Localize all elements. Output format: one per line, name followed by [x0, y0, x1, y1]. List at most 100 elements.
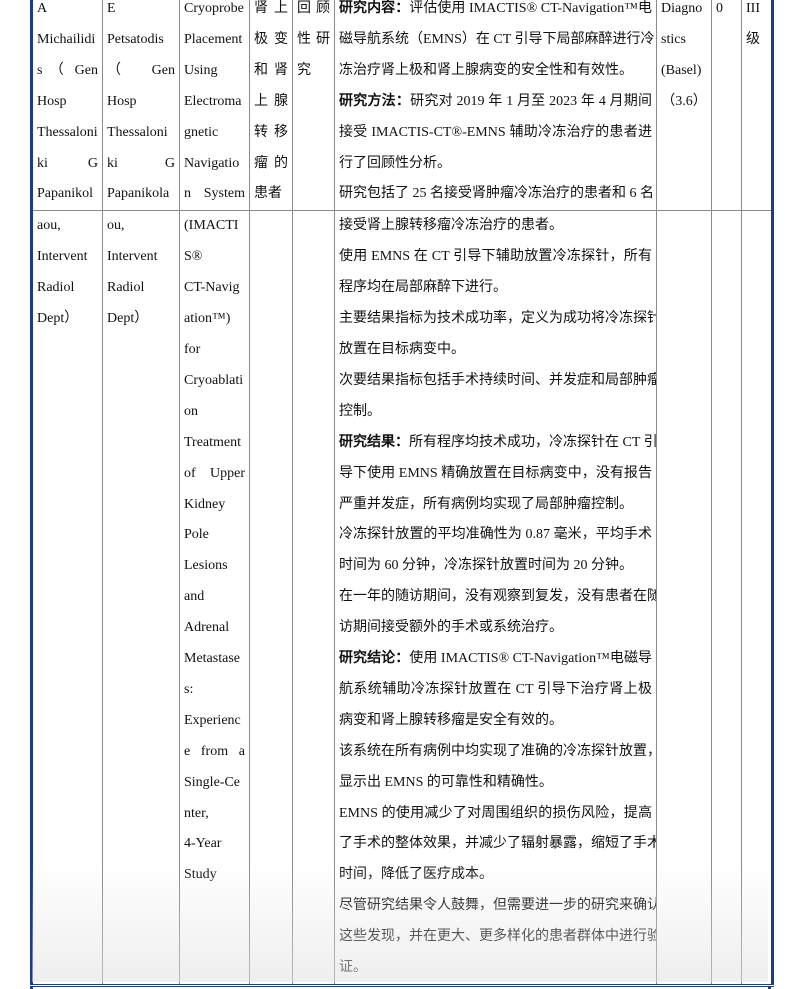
- text-line: 行了回顾性分析。: [339, 149, 652, 180]
- line-text: Using: [184, 62, 218, 78]
- text-line: 接受肾上腺转移瘤冷冻治疗的患者。: [339, 212, 652, 242]
- section-label: 研究结论：: [339, 651, 410, 667]
- text-line: 时间为 60 分钟，冷冻探针放置时间为 20 分钟。: [339, 551, 652, 582]
- line-text: stics: [661, 31, 686, 47]
- line-text: 使用 EMNS 在 CT 引导下辅助放置冷冻探针，所有: [339, 249, 652, 265]
- text-line: ou,: [107, 212, 175, 242]
- text-line: 研究结论：使用 IMACTIS® CT-Navigation™电磁导: [339, 644, 652, 675]
- line-text: ation™): [184, 311, 231, 327]
- line-text: (IMACTI: [184, 218, 239, 234]
- text-line: Study: [184, 860, 245, 891]
- line-text: Placement: [184, 31, 243, 47]
- text-line: Thessaloni: [37, 118, 98, 149]
- line-text: 证。: [339, 960, 367, 976]
- text-line: 时间，降低了医疗成本。: [339, 860, 652, 891]
- line-text: 转移: [254, 124, 288, 140]
- line-text: Thessaloni: [107, 124, 168, 140]
- text-line: 4-Year: [184, 829, 245, 860]
- text-line: S®: [184, 242, 245, 273]
- section-label: 研究结果：: [339, 434, 409, 450]
- text-line: Treatment: [184, 428, 245, 459]
- text-line: of Upper: [184, 459, 245, 490]
- line-text: 上腺: [254, 93, 288, 109]
- text-line: nter,: [184, 799, 245, 830]
- line-text: 接受 IMACTIS-CT®-EMNS 辅助冷冻治疗的患者进: [339, 124, 652, 140]
- text-line: Thessaloni: [107, 118, 175, 149]
- text-line: EMNS 的使用减少了对周围组织的损伤风险，提高: [339, 799, 652, 830]
- line-text: Kidney: [184, 496, 226, 512]
- line-text: 接受肾上腺转移瘤冷冻治疗的患者。: [339, 218, 563, 234]
- text-line: Radiol: [107, 273, 175, 304]
- line-text: III: [746, 1, 760, 16]
- design-cell: 回顾 性研究: [292, 0, 335, 212]
- line-text: ou,: [107, 218, 125, 234]
- text-line: A: [37, 0, 98, 25]
- line-text: 病变和肾上腺转移瘤是安全有效的。: [339, 712, 563, 728]
- line-text: EMNS 的使用减少了对周围组织的损伤风险，提高: [339, 805, 652, 821]
- text-line: 这些发现，并在更大、更多样化的患者群体中进行验: [339, 922, 656, 953]
- line-text: nter,: [184, 805, 209, 821]
- line-text: s:: [184, 681, 194, 697]
- text-line: （3.6）: [661, 87, 707, 118]
- text-line: 极变: [254, 25, 288, 56]
- text-line: 了手术的整体效果，并减少了辐射暴露，缩短了手术: [339, 829, 656, 860]
- level-cell: [741, 210, 774, 987]
- line-text: 时间为 60 分钟，冷冻探针放置时间为 20 分钟。: [339, 558, 633, 574]
- line-text: Treatment: [184, 434, 242, 450]
- line-text: 冷冻探针放置的平均准确性为 0.87 毫米，平均手术: [339, 527, 652, 543]
- section-label: 研究方法：: [339, 93, 411, 109]
- line-text: Metastase: [184, 651, 240, 667]
- text-line: 访期间接受额外的手术或系统治疗。: [339, 613, 652, 644]
- text-line: 究: [297, 56, 330, 87]
- text-line: 该系统在所有病例中均实现了准确的冷冻探针放置，: [339, 737, 656, 768]
- line-text: 该系统在所有病例中均实现了准确的冷冻探针放置，: [339, 743, 657, 759]
- text-line: n System: [184, 179, 245, 209]
- text-line: 磁导航系统（EMNS）在 CT 引导下局部麻醉进行冷: [339, 25, 655, 56]
- text-line: 研究包括了 25 名接受肾肿瘤冷冻治疗的患者和 6 名: [339, 179, 654, 209]
- next-row-edge: [30, 986, 771, 989]
- line-text: Experienc: [184, 712, 241, 728]
- score-cell: [711, 210, 742, 987]
- text-line: (IMACTI: [184, 212, 245, 242]
- text-line: Papanikola: [107, 179, 175, 209]
- line-text: Diagno: [661, 1, 703, 16]
- line-text: Electroma: [184, 93, 242, 109]
- line-text: 0: [716, 1, 723, 16]
- text-line: Cryoablati: [184, 366, 245, 397]
- line-text: 性研: [297, 31, 330, 47]
- author2-cell: E Petsatodis （ Gen Hosp Thessaloni ki G Papani…: [102, 0, 180, 212]
- text-line: （ Gen: [107, 56, 175, 87]
- line-text: Cryoprobe: [184, 1, 244, 16]
- line-text: gnetic: [184, 124, 219, 140]
- title-cell: Cryoprobe Placement Using Electroma gnetic Na…: [179, 0, 250, 212]
- line-text: 和肾: [254, 62, 288, 78]
- literature-table: A Michailidi s （ Gen Hosp Thessaloni ki G Papa…: [30, 0, 774, 987]
- line-text: 磁导航系统（EMNS）在 CT 引导下局部麻醉进行冷: [339, 31, 655, 47]
- line-text: Single-Ce: [184, 774, 240, 790]
- line-text: 使用 IMACTIS® CT-Navigation™电磁导: [409, 651, 653, 667]
- text-line: ation™): [184, 304, 245, 335]
- text-line: 0: [716, 0, 737, 25]
- line-text: 研究包括了 25 名接受肾肿瘤冷冻治疗的患者和 6 名: [339, 186, 654, 202]
- line-text: 行了回顾性分析。: [339, 155, 451, 171]
- text-line: 转移: [254, 118, 288, 149]
- text-line: Michailidi: [37, 25, 98, 56]
- line-text: for: [184, 341, 201, 357]
- line-text: Radiol: [107, 280, 145, 296]
- line-text: S®: [184, 249, 203, 265]
- line-text: 究: [297, 62, 311, 78]
- line-text: 研究对 2019 年 1 月至 2023 年 4 月期间: [410, 93, 653, 109]
- line-text: 航系统辅助冷冻探针放置在 CT 引导下治疗肾上极: [339, 681, 652, 697]
- text-line: Placement: [184, 25, 245, 56]
- text-line: ki G: [107, 149, 175, 180]
- line-text: Michailidi: [37, 31, 96, 47]
- journal-cell: [656, 210, 712, 987]
- text-line: Petsatodis: [107, 25, 175, 56]
- line-text: of Upper: [184, 465, 245, 481]
- line-text: s （ Gen: [37, 62, 98, 78]
- line-text: Dept）: [37, 311, 79, 327]
- score-cell: 0: [711, 0, 742, 212]
- table-row: aou, Intervent Radiol Dept） ou, Intervent Radi…: [30, 210, 774, 987]
- table-row: A Michailidi s （ Gen Hosp Thessaloni ki G Papa…: [30, 0, 774, 212]
- level-cell: III 级: [741, 0, 774, 212]
